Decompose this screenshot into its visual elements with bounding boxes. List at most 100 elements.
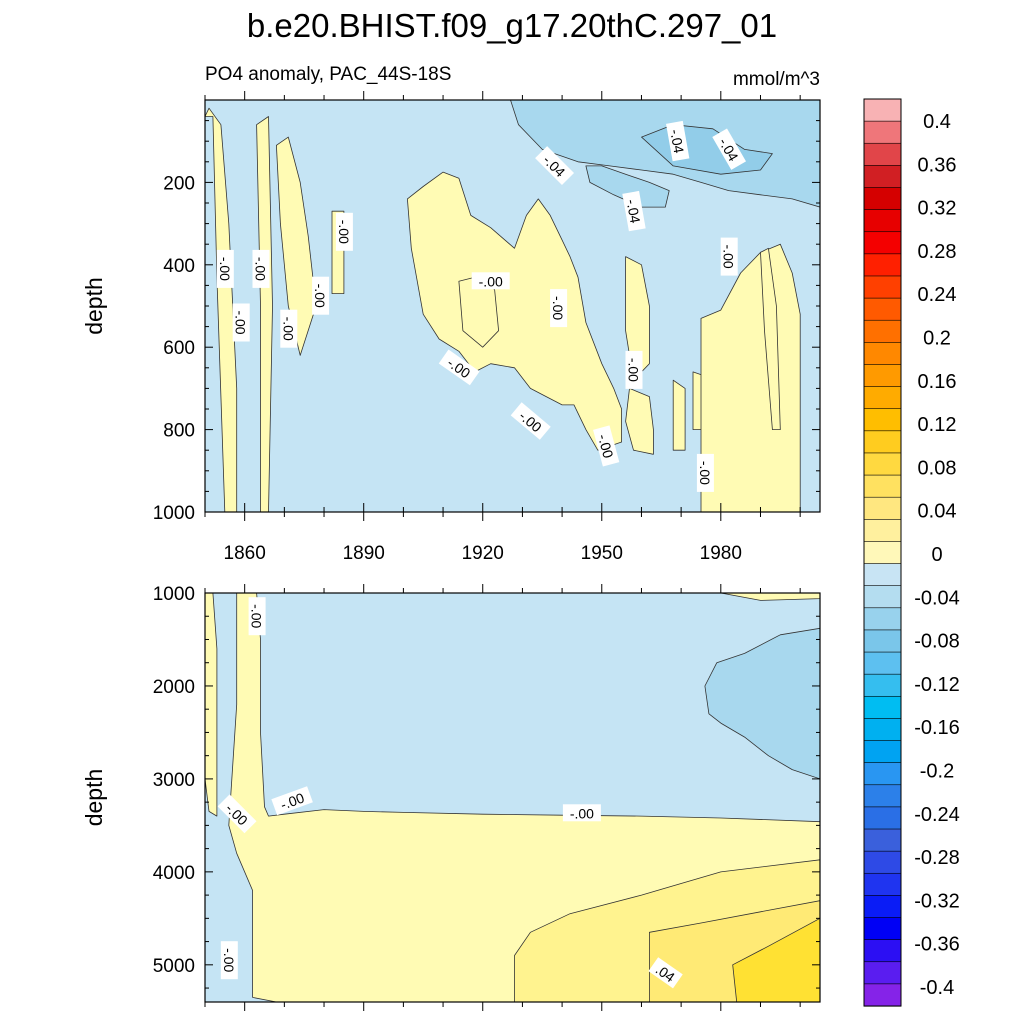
svg-text:-.00: -.00 (217, 257, 233, 281)
y-tick-label: 600 (163, 338, 195, 359)
colorbar-swatch (863, 187, 902, 211)
colorbar-level-label: 0.24 (918, 284, 957, 306)
y-tick-label: 400 (163, 256, 195, 277)
colorbar-swatch (863, 142, 902, 166)
colorbar-level-label: 0.2 (923, 328, 951, 350)
contour-region (760, 247, 781, 430)
colorbar-swatch (863, 983, 902, 1007)
colorbar-swatch (863, 342, 902, 366)
colorbar-swatch (863, 784, 902, 808)
colorbar-swatch (863, 585, 902, 609)
contour-label: -.00 (252, 249, 270, 288)
colorbar-swatch (863, 718, 902, 742)
y-tick-label: 800 (163, 421, 195, 442)
y-tick-label: 1000 (153, 503, 195, 524)
panel-subtitle: PO4 anomaly, PAC_44S-18S (205, 64, 451, 85)
colorbar-swatch (863, 275, 902, 299)
y-tick-label: 5000 (153, 956, 195, 977)
colorbar-swatch (863, 806, 902, 830)
svg-text:-.00: -.00 (626, 358, 642, 382)
svg-text:-.00: -.00 (221, 948, 237, 972)
colorbar-swatch (863, 872, 902, 896)
contour-region (205, 107, 238, 512)
colorbar-swatch (863, 673, 902, 697)
colorbar-swatch (863, 961, 902, 985)
contour-label: -.00 (696, 453, 714, 492)
svg-text:-.04: -.04 (624, 198, 644, 225)
colorbar-level-label: -0.12 (914, 674, 960, 696)
colorbar-level-label: 0 (931, 544, 942, 566)
colorbar-level-label: 0.28 (918, 241, 957, 263)
colorbar-swatch (863, 253, 902, 277)
contour-label: -.00 (280, 309, 298, 348)
units-label: mmol/m^3 (733, 69, 820, 90)
colorbar-level-label: -0.16 (914, 717, 960, 739)
y-tick-label: 200 (163, 173, 195, 194)
contour-label: -.00 (625, 350, 643, 389)
colorbar-swatch (863, 98, 902, 122)
colorbar-swatch (863, 917, 902, 941)
svg-text:-.00: -.00 (479, 273, 503, 289)
colorbar-swatch (863, 386, 902, 410)
colorbar-swatch (863, 474, 902, 498)
colorbar-swatch (863, 430, 902, 454)
plot-frame (204, 592, 821, 1003)
contour-region (625, 256, 650, 381)
svg-text:-.00: -.00 (312, 284, 328, 308)
svg-text:-.00: -.00 (697, 461, 713, 485)
x-tick-label: 1950 (581, 543, 623, 564)
colorbar-level-label: -0.08 (914, 631, 960, 653)
colorbar-level-label: -0.36 (914, 934, 960, 956)
colorbar-level-label: -0.2 (920, 761, 954, 783)
y-axis-label: depth (81, 769, 107, 827)
contour-region (585, 165, 670, 208)
svg-text:-.00: -.00 (570, 805, 594, 821)
svg-text:-.00: -.00 (721, 245, 737, 269)
svg-text:-.00: -.00 (595, 432, 617, 460)
contour-region (625, 388, 654, 455)
colorbar-swatch (863, 297, 902, 321)
colorbar-swatch (863, 651, 902, 675)
colorbar-level-label: 0.32 (918, 198, 957, 220)
y-tick-label: 3000 (153, 770, 195, 791)
contour-label: -.00 (471, 272, 510, 290)
contour-region (672, 379, 686, 451)
colorbar-swatch (863, 762, 902, 786)
y-axis-label: depth (81, 277, 107, 335)
contour-label: -.00 (720, 237, 738, 276)
contour-region (704, 627, 820, 780)
contour-region (732, 917, 820, 1002)
colorbar-level-label: 0.08 (918, 457, 957, 479)
colorbar-level-label: 0.16 (918, 371, 957, 393)
colorbar-swatch (863, 895, 902, 919)
x-tick-label: 1890 (343, 543, 385, 564)
colorbar-level-label: -0.28 (914, 847, 960, 869)
colorbar-swatch (863, 828, 902, 852)
colorbar-level-label: -0.24 (914, 804, 960, 826)
contour-label: -.00 (562, 804, 601, 822)
contour-region (205, 593, 218, 817)
colorbar-swatch (863, 607, 902, 631)
figure-title: b.e20.BHIST.f09_g17.20thC.297_01 (247, 7, 777, 44)
colorbar-swatch (863, 319, 902, 343)
contour-region (720, 593, 820, 601)
colorbar-level-label: 0.04 (918, 501, 957, 523)
colorbar-level-label: -0.4 (920, 977, 954, 999)
colorbar-swatch (863, 496, 902, 520)
colorbar-swatch (863, 364, 902, 388)
contour-label: -.04 (666, 120, 690, 162)
svg-text:-.00: -.00 (550, 296, 566, 320)
colorbar-level-label: -0.32 (914, 890, 960, 912)
colorbar-swatch (863, 740, 902, 764)
contour-label: -.00 (248, 597, 266, 636)
x-tick-label: 1860 (224, 543, 266, 564)
colorbar-swatch (863, 629, 902, 653)
x-tick-label: 1920 (462, 543, 504, 564)
contour-label: -.00 (335, 212, 353, 251)
colorbar-swatch (863, 541, 902, 565)
contour-label: -.00 (271, 786, 313, 816)
svg-text:-.04: -.04 (667, 128, 687, 155)
svg-text:-.00: -.00 (253, 257, 269, 281)
contour-label: -.00 (550, 289, 568, 328)
